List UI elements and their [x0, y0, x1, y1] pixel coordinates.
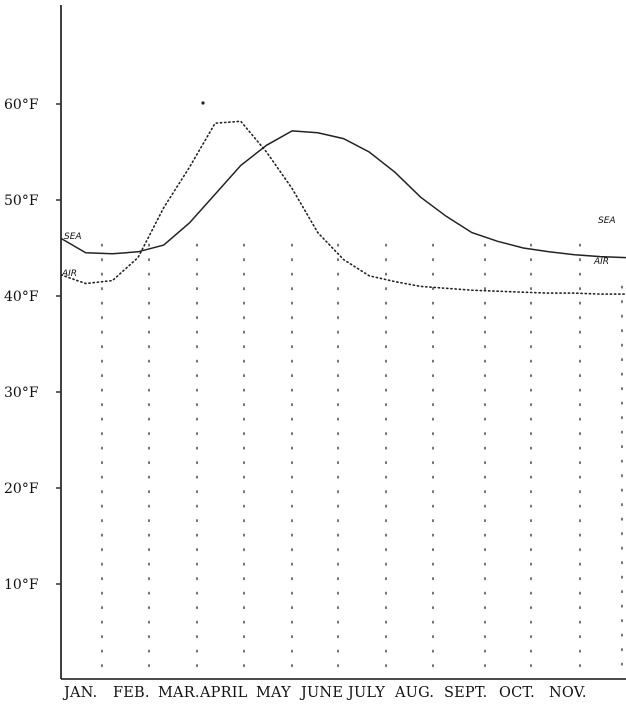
series-label: AIR — [61, 269, 77, 279]
y-tick-label: 30°F — [4, 385, 39, 401]
y-tick-label: 10°F — [4, 577, 39, 593]
series-labels: SEA SEA AIR AIR — [61, 216, 616, 279]
grid-lines — [101, 243, 623, 676]
month-labels: JAN. FEB. MAR. APRIL MAY JUNE JULY AUG. SEPT. OCT… — [62, 685, 587, 701]
month-label: JUNE — [299, 685, 343, 701]
air-series-line — [60, 120, 626, 295]
y-tick-label: 50°F — [4, 193, 39, 209]
month-label: NOV. — [549, 685, 587, 701]
series-label: SEA — [598, 216, 616, 226]
month-label: MAR. — [158, 685, 200, 701]
month-label: OCT. — [499, 685, 535, 701]
y-ticks: 60°F 50°F 40°F 30°F 20°F 10°F — [4, 97, 61, 593]
sea-series-line — [60, 130, 626, 259]
stray-mark — [201, 101, 205, 105]
month-label: JULY — [346, 685, 385, 701]
month-label: FEB. — [113, 685, 150, 701]
series-label: SEA — [64, 232, 82, 242]
series — [60, 101, 626, 295]
month-label: SEPT. — [444, 685, 487, 701]
y-tick-label: 40°F — [4, 289, 39, 305]
series-label: AIR — [593, 257, 609, 267]
month-label: APRIL — [199, 685, 248, 701]
month-label: MAY — [256, 685, 291, 701]
y-tick-label: 20°F — [4, 481, 39, 497]
month-label: JAN. — [62, 685, 97, 701]
y-tick-label: 60°F — [4, 97, 39, 113]
month-label: AUG. — [394, 685, 434, 701]
